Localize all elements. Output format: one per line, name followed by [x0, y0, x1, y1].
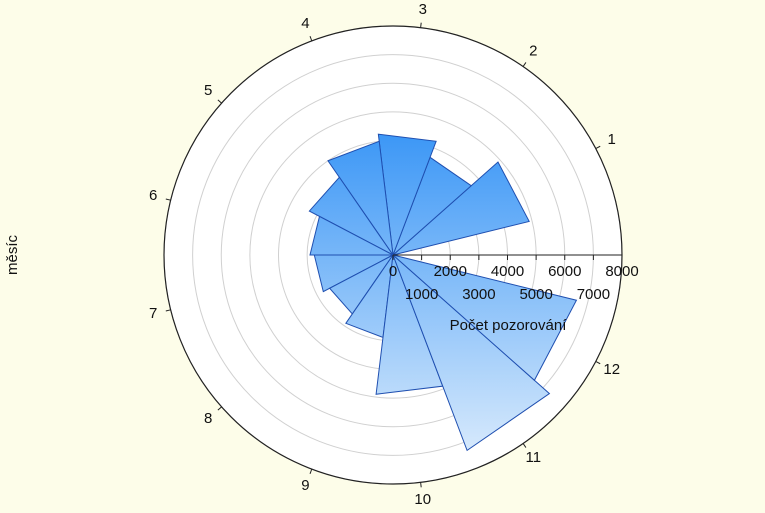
- angle-tick-label: 12: [603, 361, 620, 378]
- r-tick-label: 5000: [519, 286, 552, 303]
- angle-tick: [522, 62, 527, 67]
- y-axis-label: měsíc: [4, 235, 21, 276]
- r-tick-label: 6000: [548, 263, 581, 280]
- r-tick-label: 3000: [462, 286, 495, 303]
- angle-tick-label: 6: [149, 187, 157, 204]
- angle-tick-label: 11: [526, 449, 542, 466]
- angle-tick-label: 9: [301, 477, 309, 494]
- r-tick-label: 4000: [491, 263, 524, 280]
- angle-tick: [309, 36, 313, 42]
- angle-tick: [217, 99, 222, 104]
- angle-tick-label: 7: [149, 305, 157, 322]
- angle-tick: [522, 443, 527, 448]
- r-tick-label: 1000: [405, 286, 438, 303]
- angle-tick: [595, 145, 601, 150]
- angle-tick-label: 8: [204, 410, 212, 427]
- angle-tick-label: 1: [608, 131, 616, 148]
- angle-tick: [595, 360, 601, 365]
- r-tick-label: 8000: [605, 263, 638, 280]
- angle-tick: [420, 22, 422, 28]
- r-tick-label: 2000: [434, 263, 467, 280]
- r-tick-label: 7000: [577, 286, 610, 303]
- angle-tick-label: 2: [529, 43, 537, 60]
- angle-tick: [309, 468, 313, 474]
- bar: [392, 254, 578, 382]
- angle-tick: [165, 198, 171, 201]
- angle-tick-label: 5: [204, 82, 212, 99]
- r-tick-label: 0: [389, 263, 397, 280]
- angle-tick-label: 3: [419, 1, 427, 18]
- angle-tick: [217, 406, 222, 411]
- angle-tick: [420, 482, 422, 488]
- angle-tick: [165, 309, 171, 312]
- angle-tick-label: 4: [301, 15, 309, 32]
- angle-tick-label: 10: [414, 491, 431, 508]
- r-axis-label: Počet pozorování: [450, 317, 568, 334]
